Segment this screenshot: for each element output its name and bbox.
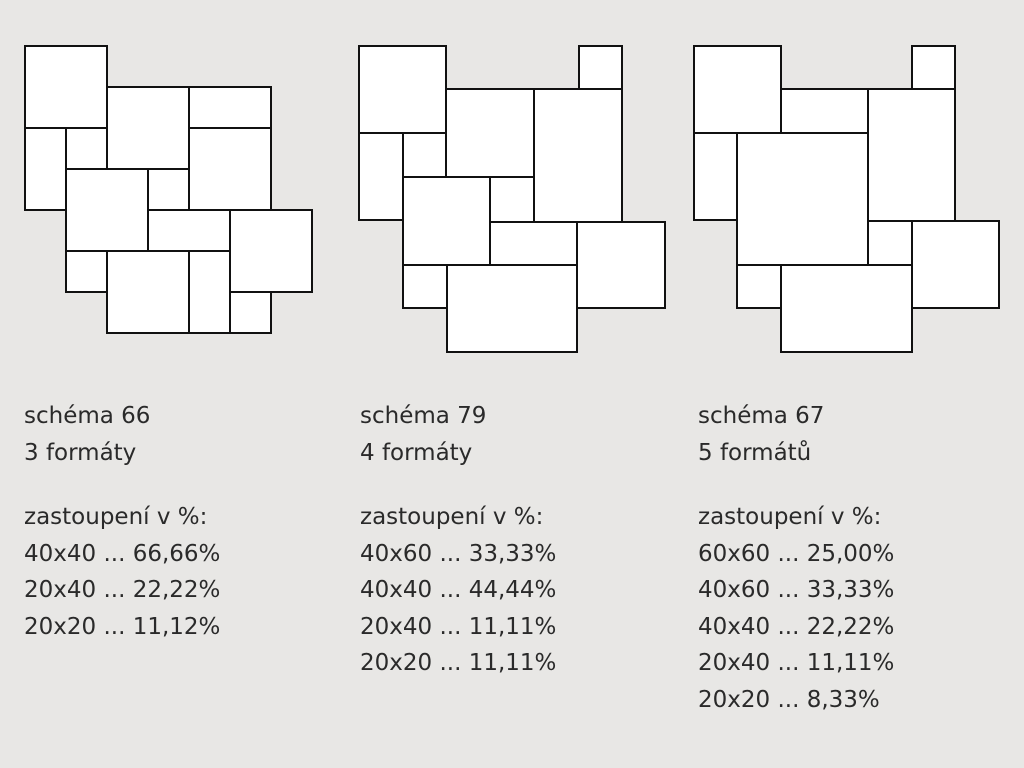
tile-40x40 (693, 45, 782, 134)
scheme-67-info: schéma 67 5 formátů zastoupení v %: 60x6… (698, 398, 894, 718)
tile-20x40 (693, 132, 738, 221)
tile-40x40 (402, 176, 491, 266)
tile-20x20 (911, 45, 956, 90)
tile-20x20 (578, 45, 623, 90)
tile-20x40 (188, 250, 231, 334)
tile-40x60 (533, 88, 623, 223)
share-heading: zastoupení v %: (24, 504, 208, 530)
share-item: 20x40 ... 11,11% (360, 613, 557, 640)
tile-20x40 (358, 132, 404, 221)
tile-20x40 (780, 88, 869, 134)
tile-20x20 (867, 220, 913, 266)
scheme-67-diagram (693, 45, 1000, 353)
tile-20x20 (489, 176, 535, 223)
tile-20x20 (229, 291, 272, 334)
share-item: 20x20 ... 8,33% (698, 686, 880, 713)
tile-40x40 (106, 250, 190, 334)
share-item: 20x20 ... 11,12% (24, 613, 221, 640)
share-item: 40x40 ... 44,44% (360, 577, 557, 603)
scheme-title: schéma 67 (698, 403, 825, 429)
tile-60x60 (736, 132, 869, 266)
share-heading: zastoupení v %: (698, 504, 882, 530)
scheme-title: schéma 66 (24, 403, 151, 429)
scheme-79-info: schéma 79 4 formáty zastoupení v %: 40x6… (360, 398, 556, 682)
scheme-66-diagram (24, 45, 313, 334)
tile-40x60 (867, 88, 956, 222)
tile-40x60 (446, 264, 578, 353)
tile-40x60 (780, 264, 913, 353)
format-count: 3 formáty (24, 439, 137, 466)
share-item: 20x40 ... 11,11% (698, 650, 895, 676)
tile-40x40 (106, 86, 190, 170)
share-item: 20x40 ... 22,22% (24, 577, 221, 603)
tile-40x40 (911, 220, 1000, 309)
share-item: 60x60 ... 25,00% (698, 540, 895, 567)
scheme-66-info: schéma 66 3 formáty zastoupení v %: 40x4… (24, 398, 220, 645)
tile-20x20 (402, 132, 447, 178)
tile-20x20 (147, 168, 190, 211)
share-item: 40x40 ... 66,66% (24, 540, 221, 567)
share-heading: zastoupení v %: (360, 504, 544, 530)
format-count: 4 formáty (360, 439, 473, 466)
share-item: 40x60 ... 33,33% (360, 540, 557, 567)
scheme-title: schéma 79 (360, 403, 487, 429)
tile-40x40 (229, 209, 313, 293)
share-item: 40x60 ... 33,33% (698, 577, 895, 603)
tile-20x20 (402, 264, 448, 309)
tile-20x40 (489, 221, 578, 266)
scheme-79-diagram (358, 45, 666, 353)
share-item: 20x20 ... 11,11% (360, 650, 557, 676)
format-count: 5 formátů (698, 439, 812, 466)
share-item: 40x40 ... 22,22% (698, 613, 895, 640)
tile-20x20 (736, 264, 782, 309)
tile-40x40 (24, 45, 108, 129)
